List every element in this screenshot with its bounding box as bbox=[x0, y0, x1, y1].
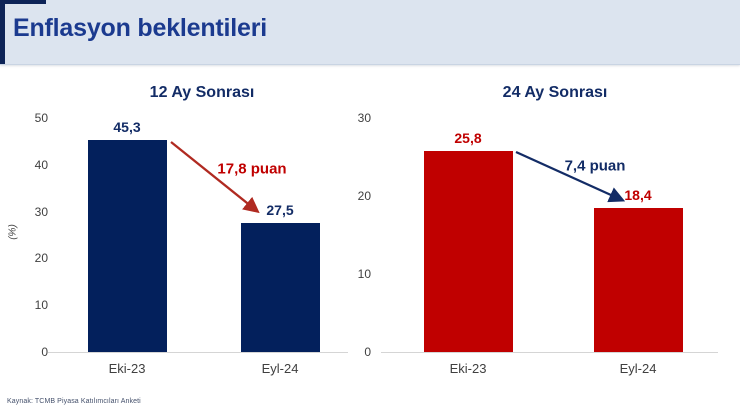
x-tick-label: Eki-23 bbox=[108, 361, 146, 376]
bar bbox=[593, 208, 683, 352]
x-tick-label: Eyl-24 bbox=[619, 361, 657, 376]
page-title: Enflasyon beklentileri bbox=[13, 14, 268, 42]
bar-value-label: 18,4 bbox=[624, 187, 652, 204]
y-tick-label: 50 bbox=[34, 111, 48, 125]
x-tick-label: Eyl-24 bbox=[261, 361, 299, 376]
header-accent-left bbox=[0, 0, 5, 64]
y-tick-label: 40 bbox=[34, 157, 48, 172]
bar bbox=[240, 223, 320, 352]
y-tick-label: 10 bbox=[34, 298, 48, 313]
chart-title: 12 Ay Sonrası bbox=[149, 84, 255, 101]
bar-value-label: 45,3 bbox=[113, 118, 141, 135]
chart-title: 24 Ay Sonrası bbox=[502, 84, 608, 101]
delta-annotation: 7,4 puan bbox=[564, 157, 626, 175]
slide-header: Enflasyon beklentileri bbox=[0, 0, 740, 65]
bar-value-label: 27,5 bbox=[266, 202, 294, 219]
y-tick-label: 20 bbox=[357, 189, 371, 203]
x-axis-line bbox=[381, 352, 718, 353]
y-tick-label: 20 bbox=[34, 251, 48, 266]
source-note: Kaynak: TCMB Piyasa Katılımcıları Anketi bbox=[7, 398, 141, 405]
x-tick-label: Eki-23 bbox=[449, 361, 487, 376]
x-axis-line bbox=[48, 352, 348, 353]
y-axis-label: (%) bbox=[7, 224, 19, 240]
y-tick-label: 30 bbox=[357, 111, 371, 125]
header-accent-top bbox=[0, 0, 46, 4]
y-tick-label: 0 bbox=[41, 345, 48, 359]
bar-value-label: 25,8 bbox=[454, 129, 482, 146]
y-tick-label: 10 bbox=[357, 267, 371, 281]
bar bbox=[87, 139, 167, 352]
delta-annotation: 17,8 puan bbox=[217, 160, 287, 178]
bar bbox=[423, 150, 513, 352]
y-tick-label: 0 bbox=[364, 345, 371, 359]
y-tick-label: 30 bbox=[34, 204, 48, 219]
